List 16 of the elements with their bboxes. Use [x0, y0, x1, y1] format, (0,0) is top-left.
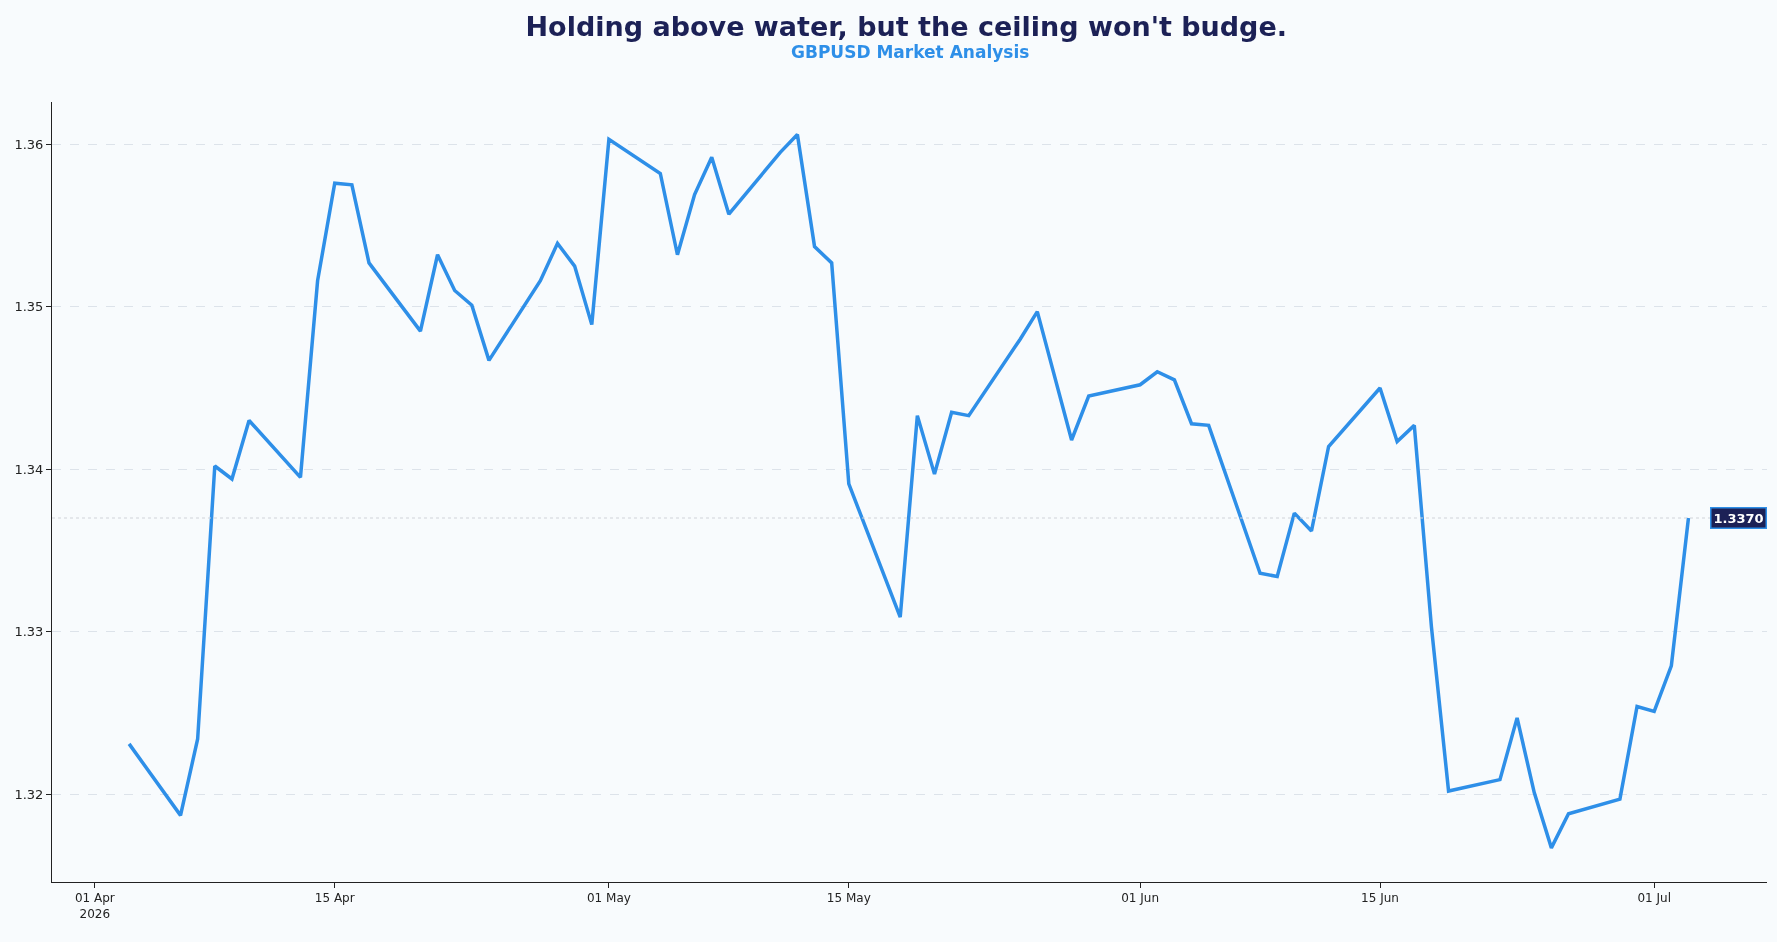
- x-tick-label: 01 Jun: [1121, 891, 1160, 906]
- chart-title: Holding above water, but the ceiling won't budge.: [525, 10, 1288, 42]
- x-tick-label: 15 Jun: [1361, 891, 1399, 906]
- y-tick-label: 1.36: [14, 136, 44, 152]
- x-tick-label: 01 May: [586, 891, 631, 906]
- x-tick-label: 15 May: [826, 891, 871, 906]
- y-tick-label: 1.34: [14, 461, 44, 477]
- x-tick-label: 01 Apr 2026: [74, 891, 115, 921]
- y-tick-label: 1.32: [14, 786, 44, 802]
- chart-subtitle: GBPUSD Market Analysis: [791, 42, 1030, 62]
- y-tick-label: 1.33: [14, 624, 44, 640]
- y-tick-label: 1.35: [14, 299, 44, 315]
- x-tick-label: 15 Apr: [314, 891, 355, 906]
- x-tick-label: 01 Jul: [1637, 891, 1671, 906]
- ref-line-label: 1.3370: [1713, 510, 1764, 526]
- line-series: [127, 132, 1691, 850]
